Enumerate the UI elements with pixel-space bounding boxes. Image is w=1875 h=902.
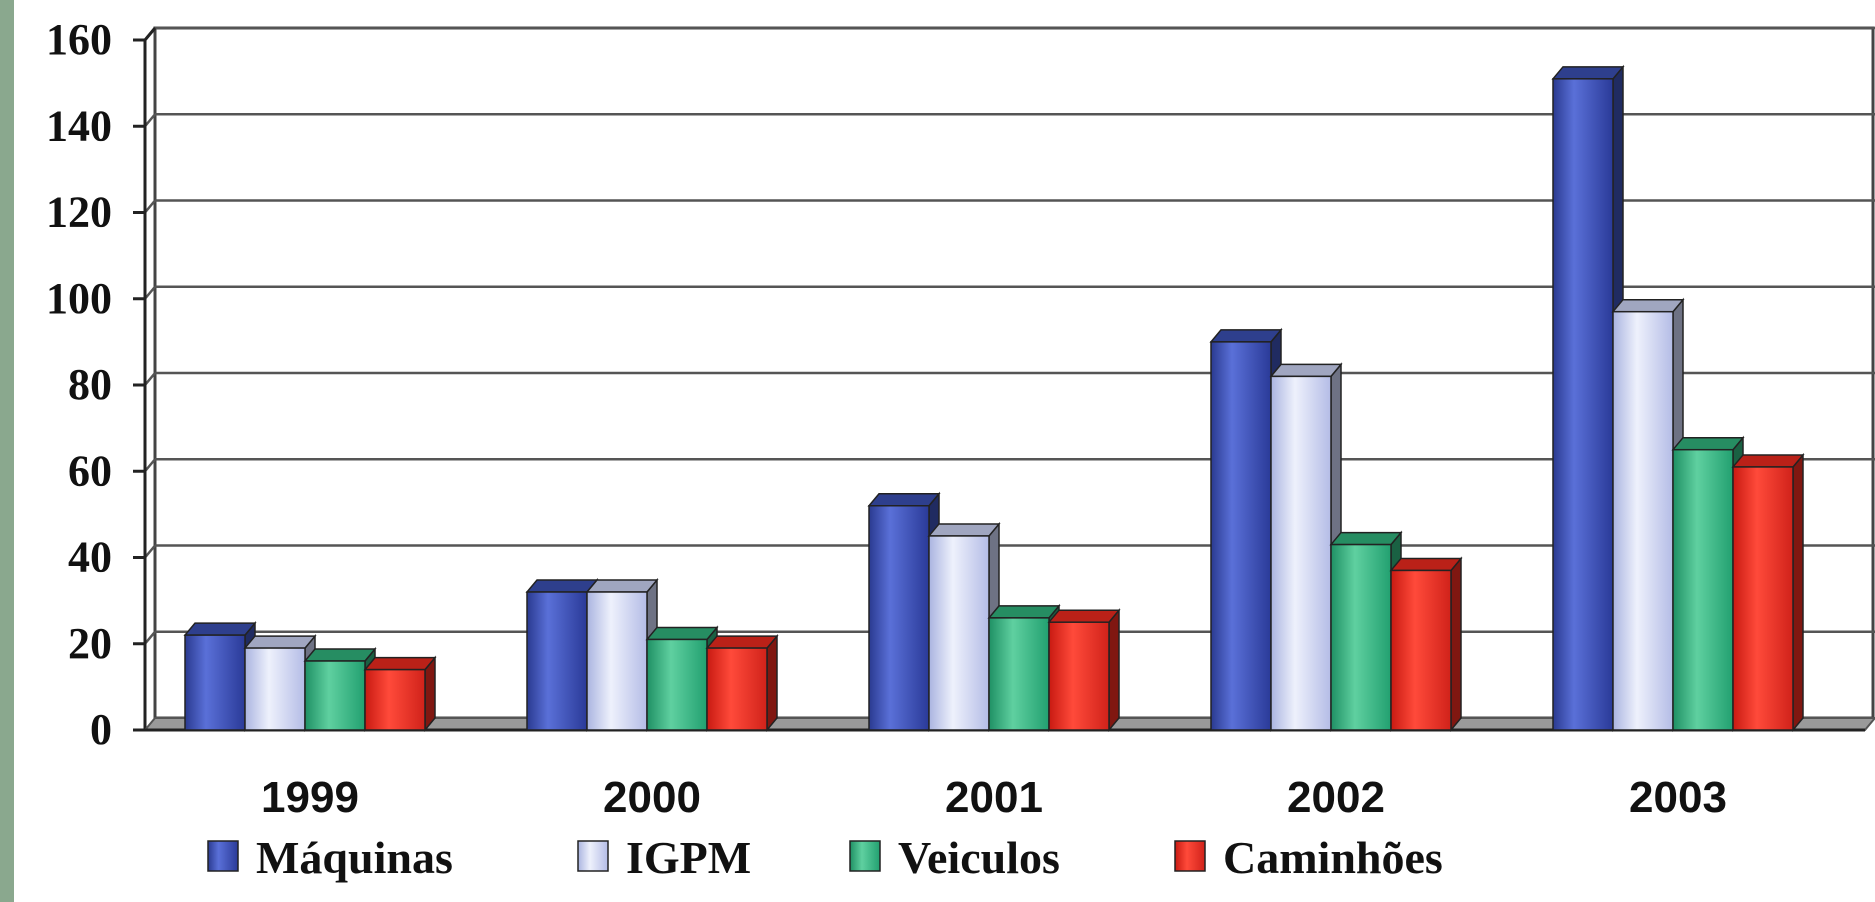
legend-label: Máquinas [256, 832, 453, 883]
bar-2003-1 [1612, 310, 1674, 731]
bar-top-face [525, 579, 599, 593]
x-tick-label: 2003 [1629, 773, 1727, 822]
bar-top-face [705, 635, 779, 649]
bar-2003-0 [1552, 78, 1614, 731]
bar-side-face [1108, 608, 1120, 733]
bar-top-face [303, 648, 377, 662]
y-tick-label: 80 [68, 360, 112, 409]
x-tick-label: 2002 [1287, 773, 1385, 822]
bar-2002-2 [1330, 543, 1392, 731]
bar-top-face [1671, 436, 1745, 451]
bar-top-face [1209, 329, 1283, 343]
bar-top-face [987, 605, 1061, 619]
legend-swatch [577, 840, 609, 872]
y-axis-top [143, 27, 157, 41]
gridline-side [144, 113, 156, 128]
y-tick-labels: 0 20 40 60 80 100 120 140 160 [46, 15, 112, 754]
gridline-side [144, 285, 156, 300]
bar-1999-1 [244, 647, 306, 731]
bar-top-face [1047, 609, 1121, 623]
bar-2000-2 [646, 638, 708, 731]
legend-label: Caminhões [1223, 832, 1443, 883]
bar-2001-3 [1048, 621, 1110, 731]
bar-side-face [766, 633, 778, 733]
bar-top-face [1329, 531, 1403, 546]
left-border-band [0, 0, 14, 902]
bar-2002-3 [1390, 569, 1452, 731]
bar-top-face [363, 656, 437, 671]
bar-top-face [243, 635, 317, 649]
gridline-side [144, 372, 156, 386]
y-tick-label: 0 [90, 705, 112, 754]
bar-2000-1 [586, 591, 648, 731]
bar-1999-2 [304, 660, 366, 731]
bar-top-face [645, 626, 719, 641]
bar-top-face [1551, 66, 1625, 80]
bar-2001-2 [988, 617, 1050, 731]
bar-2003-3 [1732, 466, 1794, 731]
gridline-side [144, 630, 156, 645]
gridline-side [144, 458, 156, 473]
bar-2002-1 [1270, 375, 1332, 731]
bar-top-face [927, 523, 1001, 537]
bar-2003-2 [1672, 448, 1734, 731]
x-tick-labels: 1999 2000 2001 2002 2003 [261, 773, 1727, 822]
bars-layer [183, 64, 1805, 733]
legend-swatch [1174, 840, 1206, 872]
x-tick-label: 1999 [261, 773, 359, 822]
legend-label: IGPM [626, 832, 751, 883]
bar-1999-0 [184, 634, 246, 731]
bar-top-face [1731, 454, 1805, 468]
y-tick-label: 100 [46, 274, 112, 323]
bar-side-face [1450, 556, 1462, 733]
y-tick-label: 20 [68, 619, 112, 668]
bar-top-face [1389, 557, 1463, 572]
bar-top-face [585, 579, 659, 593]
y-tick-label: 120 [46, 188, 112, 237]
bar-top-face [1611, 298, 1685, 313]
bar-2001-0 [868, 505, 930, 731]
bar-top-face [867, 493, 941, 507]
bar-top-face [1269, 363, 1343, 378]
y-tick-label: 160 [46, 15, 112, 64]
bar-1999-3 [364, 668, 426, 731]
legend-swatch [207, 840, 239, 872]
gridline-side [144, 199, 156, 214]
y-tick-label: 140 [46, 101, 112, 150]
x-tick-label: 2001 [945, 773, 1043, 822]
y-tick-label: 60 [68, 446, 112, 495]
bar-top-face [183, 622, 257, 636]
legend-label: Veiculos [898, 832, 1060, 883]
bar-2000-0 [526, 591, 588, 731]
bar-2001-1 [928, 535, 990, 731]
bar-side-face [1792, 452, 1804, 733]
legend-swatch [849, 840, 881, 872]
y-tick-label: 40 [68, 533, 112, 582]
gridline-side [144, 544, 156, 559]
bar-2000-3 [706, 647, 768, 731]
legend: Máquinas IGPM Veiculos Caminhões [207, 832, 1443, 883]
x-tick-label: 2000 [603, 773, 701, 822]
bar-2002-0 [1210, 341, 1272, 731]
